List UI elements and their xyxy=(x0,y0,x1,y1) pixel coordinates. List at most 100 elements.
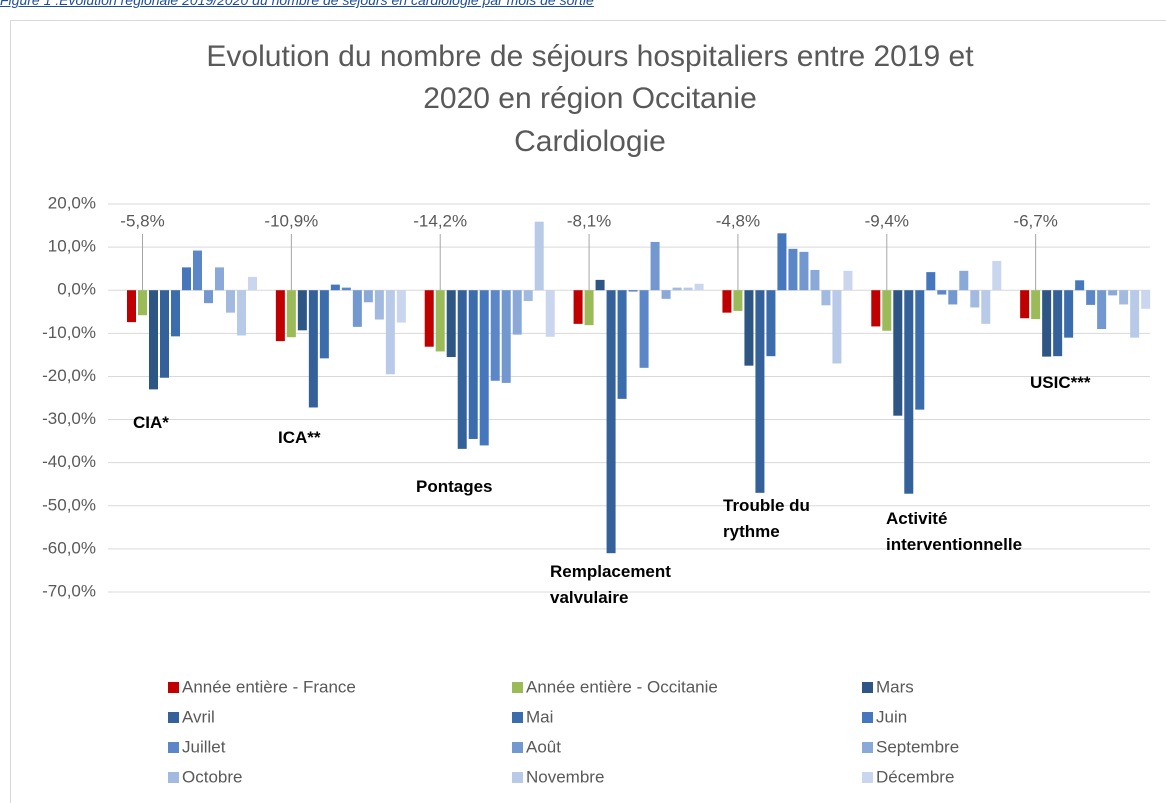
bar xyxy=(1141,290,1151,309)
legend-label: Année entière - Occitanie xyxy=(526,677,718,696)
bar xyxy=(992,260,1002,291)
y-tick-label: -40,0% xyxy=(42,452,96,471)
legend-label: Juin xyxy=(876,707,907,726)
bar xyxy=(1031,290,1041,320)
bar xyxy=(446,290,456,358)
bar xyxy=(584,290,594,326)
bar xyxy=(821,290,831,306)
y-tick-label: -30,0% xyxy=(42,409,96,428)
bar xyxy=(915,290,925,410)
legend-swatch xyxy=(512,682,523,693)
group-label: Pontages xyxy=(416,477,493,496)
legend-swatch xyxy=(862,742,873,753)
bar xyxy=(363,290,373,303)
bar xyxy=(127,290,136,323)
bar xyxy=(352,290,362,327)
bar xyxy=(1097,290,1107,330)
bar xyxy=(981,290,991,324)
bar xyxy=(843,270,853,291)
bar xyxy=(810,269,820,291)
bar xyxy=(545,290,555,337)
y-tick-label: -70,0% xyxy=(42,581,96,600)
bar xyxy=(1119,290,1129,305)
bar xyxy=(171,290,180,337)
chart-title: Evolution du nombre de séjours hospitali… xyxy=(206,40,974,73)
bar xyxy=(766,290,776,357)
bar xyxy=(160,290,169,378)
legend-label: Juillet xyxy=(182,737,226,756)
chart-frame xyxy=(10,20,1166,803)
bar xyxy=(788,248,798,291)
bar xyxy=(457,290,467,449)
legend-swatch xyxy=(168,772,179,783)
bar xyxy=(534,221,544,291)
bar xyxy=(1064,290,1074,338)
legend-swatch xyxy=(168,712,179,723)
group-label: Activité interventionnelle xyxy=(886,509,1023,554)
legend-swatch xyxy=(862,772,873,783)
bar xyxy=(871,290,881,327)
group-label: USIC*** xyxy=(1030,373,1091,392)
bar xyxy=(639,290,649,368)
bar xyxy=(882,290,892,331)
y-tick-label: -50,0% xyxy=(42,495,96,514)
bar xyxy=(435,290,445,352)
bar xyxy=(286,290,296,338)
bar xyxy=(595,279,605,291)
bar xyxy=(468,290,478,439)
bar xyxy=(1108,290,1118,296)
bar xyxy=(694,283,704,291)
bar xyxy=(904,290,914,494)
legend-label: Août xyxy=(526,737,561,756)
bar xyxy=(1130,290,1140,338)
bar xyxy=(1053,290,1063,357)
bar xyxy=(937,290,947,295)
bar xyxy=(512,290,522,335)
y-tick-label: -20,0% xyxy=(42,366,96,385)
legend-label: Mai xyxy=(526,707,553,726)
bar xyxy=(479,290,489,446)
bar xyxy=(341,287,351,291)
data-label: -4,8% xyxy=(716,211,760,230)
bar xyxy=(926,272,936,291)
bar xyxy=(683,287,693,291)
bar xyxy=(959,270,969,291)
legend-swatch xyxy=(862,712,873,723)
bar xyxy=(275,290,285,342)
data-label: -10,9% xyxy=(264,211,318,230)
bar xyxy=(193,250,202,291)
bar xyxy=(385,290,395,375)
bar xyxy=(832,290,842,364)
bar xyxy=(297,290,307,331)
bar xyxy=(1086,290,1096,305)
bar xyxy=(799,251,809,291)
legend-label: Année entière - France xyxy=(182,677,356,696)
bar xyxy=(204,290,213,304)
bar xyxy=(777,233,787,291)
bar xyxy=(606,290,616,554)
bar xyxy=(573,290,583,324)
legend-label: Octobre xyxy=(182,767,242,786)
bar xyxy=(182,267,191,291)
group-label: CIA* xyxy=(133,413,169,432)
legend-label: Avril xyxy=(182,707,215,726)
bar xyxy=(523,290,533,301)
legend-swatch xyxy=(862,682,873,693)
legend-label: Décembre xyxy=(876,767,954,786)
bar xyxy=(424,290,434,347)
group-label: ICA** xyxy=(278,428,321,447)
legend-swatch xyxy=(168,742,179,753)
y-tick-label: 10,0% xyxy=(48,237,96,256)
bar xyxy=(396,290,406,323)
data-label: -14,2% xyxy=(413,211,467,230)
group-label: Trouble du rythme xyxy=(723,496,810,541)
bar xyxy=(672,287,682,291)
bar xyxy=(755,290,765,493)
group-label: Remplacement valvulaire xyxy=(550,562,671,607)
legend-swatch xyxy=(512,712,523,723)
legend-swatch xyxy=(512,772,523,783)
y-tick-label: 0,0% xyxy=(57,280,96,299)
chart-title: Cardiologie xyxy=(514,125,666,158)
